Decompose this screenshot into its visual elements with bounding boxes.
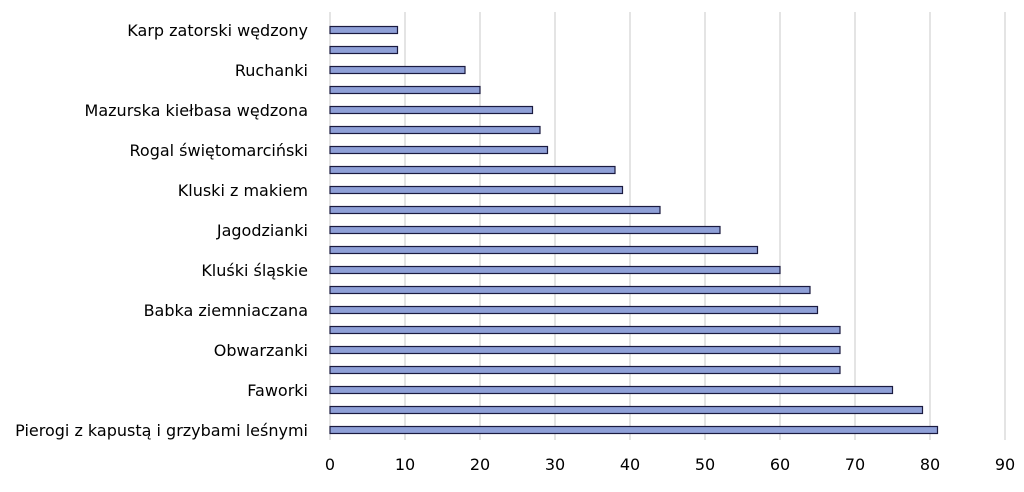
bar: [329, 285, 811, 295]
category-label: Karp zatorski wędzony: [127, 21, 308, 40]
category-label: Faworki: [247, 381, 308, 400]
bar: [329, 265, 781, 275]
bar: [329, 365, 841, 375]
bar: [329, 25, 399, 35]
x-tick-label: 70: [845, 455, 865, 474]
category-label: Kluśki śląskie: [201, 261, 308, 280]
bar: [329, 125, 541, 135]
bar: [329, 85, 481, 95]
bar: [329, 205, 661, 215]
bar: [329, 345, 841, 355]
x-tick-label: 60: [770, 455, 790, 474]
bar: [329, 65, 466, 75]
bar: [329, 225, 721, 235]
bar: [329, 305, 819, 315]
x-tick-label: 50: [695, 455, 715, 474]
category-label: Ruchanki: [235, 61, 308, 80]
x-axis-tick-labels: 0 10 20 30 40 50 60 70 80 90: [325, 455, 1015, 474]
bar: [329, 185, 624, 195]
category-label: Kluski z makiem: [178, 181, 308, 200]
bar: [329, 325, 841, 335]
bar: [329, 385, 894, 395]
bar: [329, 405, 924, 415]
x-tick-label: 90: [995, 455, 1015, 474]
bar: [329, 45, 399, 55]
bar: [329, 105, 534, 115]
category-label: Rogal świętomarciński: [130, 141, 309, 160]
bar: [329, 165, 616, 175]
category-label: Jagodzianki: [216, 221, 308, 240]
bar: [329, 425, 939, 435]
category-label: Pierogi z kapustą i grzybami leśnymi: [15, 421, 308, 440]
category-labels: Karp zatorski wędzony Ruchanki Mazurska ki…: [15, 21, 308, 440]
bar: [329, 245, 759, 255]
x-tick-label: 30: [545, 455, 565, 474]
category-label: Obwarzanki: [214, 341, 308, 360]
x-tick-label: 10: [395, 455, 415, 474]
bar: [329, 145, 549, 155]
category-label: Mazurska kiełbasa wędzona: [85, 101, 308, 120]
category-label: Babka ziemniaczana: [144, 301, 308, 320]
x-tick-label: 20: [470, 455, 490, 474]
x-tick-label: 0: [325, 455, 335, 474]
x-tick-label: 80: [920, 455, 940, 474]
x-tick-label: 40: [620, 455, 640, 474]
bars: [329, 25, 939, 435]
